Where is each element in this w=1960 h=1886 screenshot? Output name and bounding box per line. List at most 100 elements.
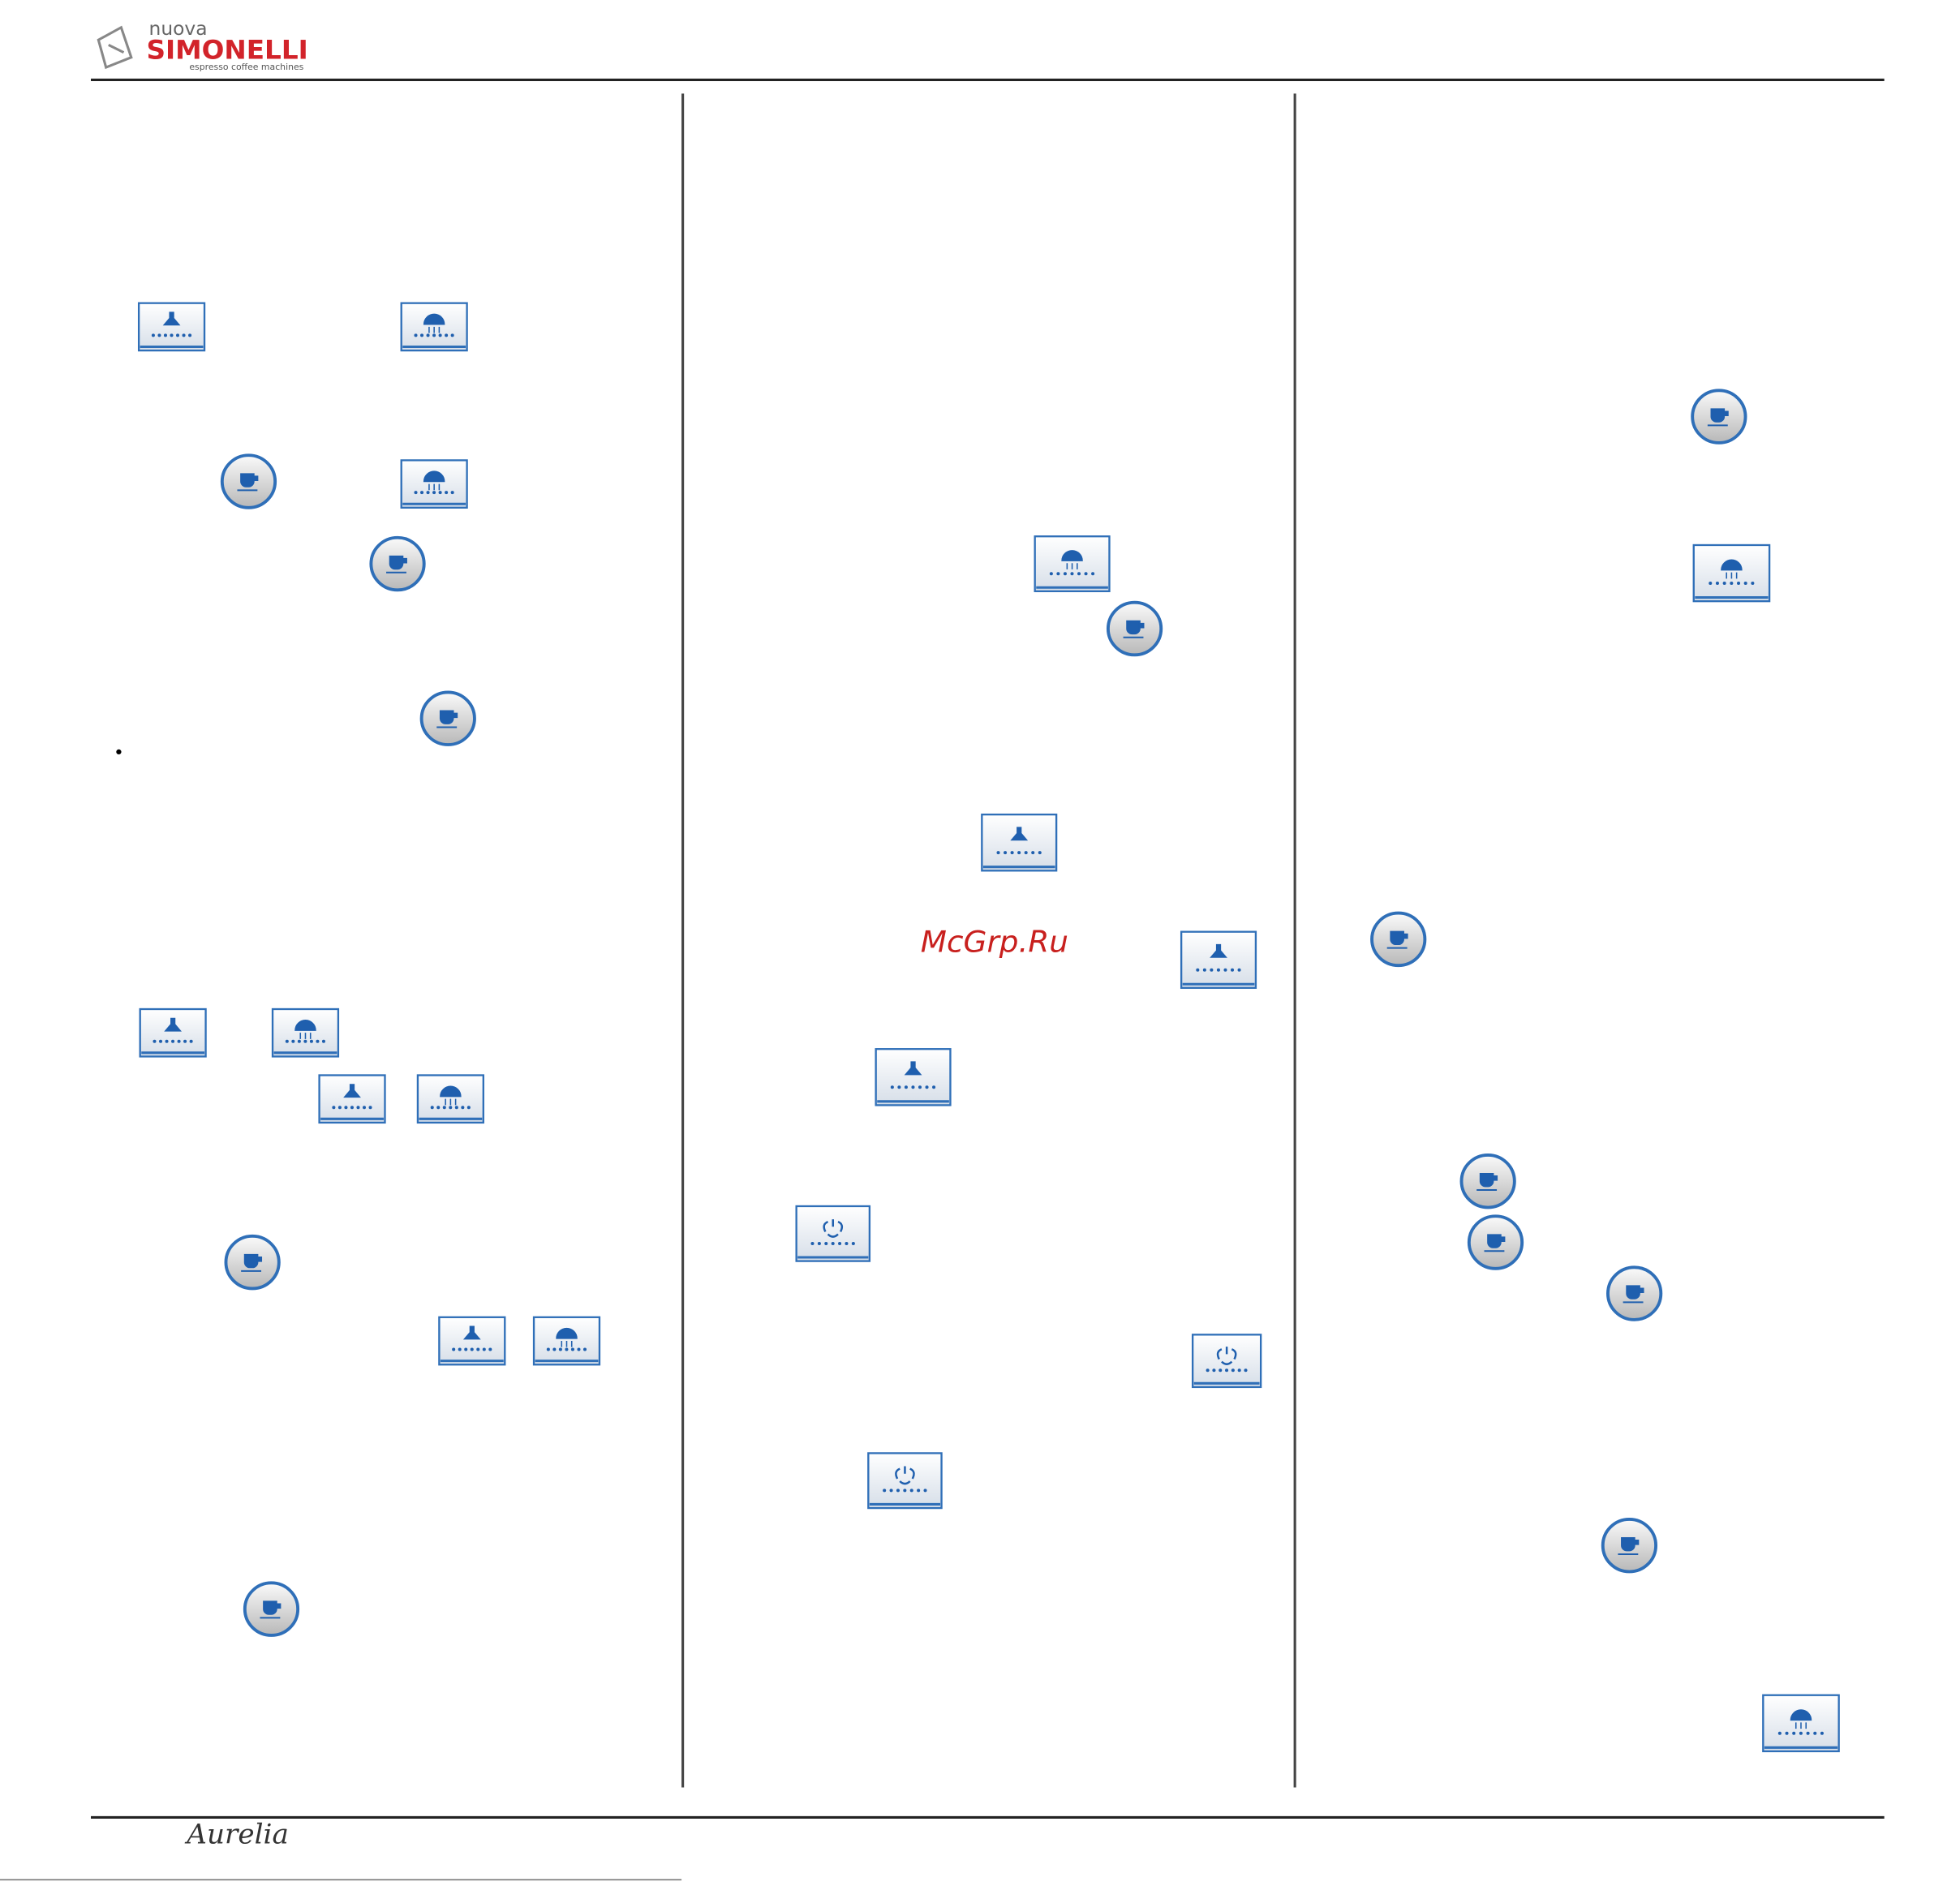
key-dot (1743, 582, 1747, 586)
key-glyph (164, 1017, 183, 1032)
key-dome (400, 302, 468, 352)
key-frame (795, 1205, 871, 1262)
key-frame (400, 459, 468, 509)
key-frame (875, 1048, 952, 1106)
cup-glyph (241, 1253, 263, 1272)
key-dot (911, 1085, 915, 1089)
cup-glyph (237, 473, 259, 492)
key-dot (1091, 572, 1095, 576)
key-dot (1212, 1368, 1216, 1373)
key-dot (163, 333, 167, 337)
key-dot (182, 333, 186, 337)
watermark: McGrp.Ru (921, 924, 1068, 959)
key-dot (546, 1347, 550, 1351)
key-dot (831, 1241, 835, 1245)
key-frame (139, 1007, 207, 1058)
key-dot (450, 333, 454, 337)
key-dot (1084, 572, 1088, 576)
key-brush (139, 1007, 207, 1058)
key-dot (420, 333, 424, 337)
tagline: espresso coffee machines (189, 62, 303, 72)
cup-glyph (1386, 930, 1408, 949)
key-dot (1210, 968, 1214, 972)
key-dot (189, 1039, 193, 1043)
cup-glyph (1476, 1172, 1498, 1191)
key-dot (1237, 1368, 1241, 1373)
key-dot (810, 1241, 815, 1245)
cup-button (1106, 600, 1163, 657)
key-frame (867, 1452, 943, 1510)
key-dot (1077, 572, 1081, 576)
key-drops (867, 1452, 943, 1510)
key-dot (577, 1347, 581, 1351)
key-dot (817, 1241, 821, 1245)
key-dot (896, 1489, 900, 1493)
key-dot (1063, 572, 1067, 576)
key-brush (1180, 930, 1257, 990)
footer-model: Aurelia (184, 1819, 289, 1851)
key-glyph (1721, 559, 1743, 579)
key-glyph (1061, 550, 1083, 569)
key-dot (1031, 851, 1035, 855)
key-dot (1206, 1368, 1210, 1373)
key-glyph (423, 313, 445, 333)
key-glyph (1216, 1347, 1237, 1365)
key-dot (464, 1347, 468, 1351)
key-drops (1191, 1334, 1262, 1389)
key-dome (416, 1074, 484, 1124)
key-glyph (162, 311, 181, 326)
key-frame (438, 1316, 506, 1366)
key-dot (1010, 851, 1014, 855)
key-dot (420, 491, 424, 495)
key-dot (1231, 1368, 1235, 1373)
cup-button (1370, 911, 1427, 968)
key-frame (137, 302, 206, 352)
key-dot (1792, 1731, 1796, 1735)
key-dot (1219, 1368, 1223, 1373)
key-glyph (904, 1061, 922, 1076)
key-dot (1799, 1731, 1803, 1735)
key-dot (291, 1039, 295, 1043)
key-dot (458, 1347, 462, 1351)
key-dot (426, 333, 430, 337)
key-dot (158, 1039, 163, 1043)
key-dot (368, 1106, 372, 1110)
key-dot (909, 1489, 913, 1493)
key-dot (414, 491, 418, 495)
key-dome (1762, 1694, 1840, 1753)
key-dot (449, 1106, 453, 1110)
key-dot (889, 1489, 893, 1493)
key-dot (442, 1106, 446, 1110)
cup-glyph (1623, 1285, 1644, 1304)
key-frame (981, 813, 1058, 872)
icons (137, 302, 1840, 1753)
cup-button (369, 535, 426, 592)
key-glyph (556, 1327, 578, 1347)
key-glyph (895, 1466, 915, 1485)
cup-button (1606, 1265, 1663, 1321)
key-dot (1736, 582, 1741, 586)
key-dot (1813, 1731, 1817, 1735)
key-dot (917, 1489, 921, 1493)
key-dot (1070, 572, 1074, 576)
key-dot (1730, 582, 1734, 586)
key-dot (1722, 582, 1726, 586)
key-dome (271, 1007, 340, 1058)
key-dot (824, 1241, 828, 1245)
key-dot (452, 1347, 456, 1351)
key-dot (1004, 851, 1008, 855)
key-dot (582, 1347, 587, 1351)
key-dot (558, 1347, 562, 1351)
cup-glyph (260, 1600, 282, 1619)
key-dot (430, 1106, 434, 1110)
key-dot (350, 1106, 354, 1110)
cup-button (1459, 1153, 1516, 1209)
key-glyph (440, 1085, 462, 1106)
key-dot (1751, 582, 1755, 586)
key-glyph (343, 1084, 361, 1098)
key-dot (438, 491, 442, 495)
key-dot (482, 1347, 486, 1351)
key-glyph (1790, 1709, 1812, 1729)
key-dot (1785, 1731, 1789, 1735)
key-dot (1244, 1368, 1248, 1373)
